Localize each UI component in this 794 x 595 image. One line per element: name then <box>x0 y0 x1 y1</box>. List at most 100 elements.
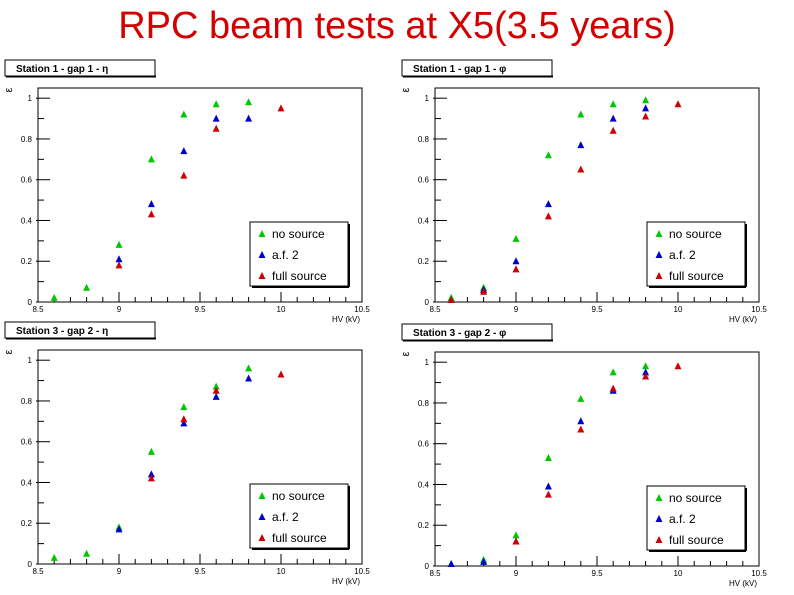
x-tick-label: 8.5 <box>32 305 44 314</box>
y-axis-label: ε <box>400 87 412 92</box>
x-tick-label: 10 <box>277 305 286 314</box>
data-point-no-source <box>180 403 188 411</box>
x-tick-label: 8.5 <box>429 569 441 578</box>
legend-label: no source <box>669 491 722 505</box>
y-tick-label: 0.6 <box>21 438 33 447</box>
legend-marker <box>258 272 266 279</box>
legend-marker <box>655 272 663 279</box>
legend-label: no source <box>272 227 325 241</box>
x-axis-label: HV (kV) <box>332 315 360 324</box>
x-axis-label: HV (kV) <box>729 579 757 588</box>
data-point-full-source <box>447 295 455 303</box>
data-point-full-source <box>642 372 650 380</box>
data-point-no-source <box>212 382 220 390</box>
data-point-no-source <box>212 100 220 108</box>
data-point-full-source <box>577 165 585 173</box>
legend-label: a.f. 2 <box>669 248 696 262</box>
plot-station1-gap1-phi: Station 1 - gap 1 - φ ε 0 0.2 0.4 0.6 0.8 1 8.5 9… <box>400 59 767 324</box>
y-tick-label: 0.6 <box>418 176 430 185</box>
legend-marker <box>258 230 266 237</box>
data-point-no-source <box>544 453 552 461</box>
x-tick-label: 10.5 <box>751 569 767 578</box>
y-tick-label: 0.2 <box>21 519 33 528</box>
x-tick-label: 9 <box>117 567 122 576</box>
x-tick-label: 9 <box>514 569 519 578</box>
y-tick-label: 0.8 <box>418 399 430 408</box>
y-tick-label: 0.4 <box>418 216 430 225</box>
data-point-no-source <box>83 549 91 557</box>
x-tick-label: 10 <box>277 567 286 576</box>
data-point-no-source <box>115 240 123 248</box>
x-tick-label: 9 <box>117 305 122 314</box>
x-tick-label: 10 <box>674 305 683 314</box>
y-axis-label: ε <box>3 349 15 354</box>
data-point-no-source <box>642 362 650 370</box>
data-point-full-source <box>147 474 155 482</box>
data-point-full-source <box>212 124 220 132</box>
slide-title: RPC beam tests at X5(3.5 years) <box>118 5 676 47</box>
data-point-full-source <box>480 287 488 295</box>
data-point-full-source <box>277 104 285 112</box>
y-tick-label: 0.8 <box>21 397 33 406</box>
data-point-no-source <box>147 155 155 163</box>
y-tick-label: 1 <box>425 358 430 367</box>
data-point-a-f-2 <box>609 114 617 122</box>
data-point-a-f-2 <box>642 104 650 112</box>
data-point-full-source <box>512 537 520 545</box>
data-point-a-f-2 <box>577 141 585 149</box>
data-point-no-source <box>577 110 585 118</box>
data-point-full-source <box>180 171 188 179</box>
data-point-full-source <box>212 386 220 394</box>
x-tick-label: 9.5 <box>591 305 603 314</box>
data-point-a-f-2 <box>544 200 552 208</box>
legend-label: full source <box>669 533 724 547</box>
x-tick-label: 9.5 <box>194 567 206 576</box>
data-point-a-f-2 <box>245 374 253 382</box>
legend-label: no source <box>272 489 325 503</box>
data-point-no-source <box>245 98 253 106</box>
y-axis-label: ε <box>3 87 15 92</box>
data-point-a-f-2 <box>147 470 155 478</box>
y-tick-label: 0.2 <box>418 521 430 530</box>
x-tick-label: 9 <box>514 305 519 314</box>
data-point-full-source <box>674 100 682 108</box>
data-point-a-f-2 <box>212 114 220 122</box>
x-tick-label: 10.5 <box>751 305 767 314</box>
y-tick-label: 0 <box>425 298 430 307</box>
data-point-a-f-2 <box>245 114 253 122</box>
data-point-a-f-2 <box>180 419 188 427</box>
legend-label: full source <box>669 269 724 283</box>
data-point-a-f-2 <box>642 368 650 376</box>
legend-label: full source <box>272 531 327 545</box>
legend-label: a.f. 2 <box>272 248 299 262</box>
data-point-a-f-2 <box>480 557 488 565</box>
data-point-full-source <box>115 261 123 269</box>
data-point-no-source <box>609 100 617 108</box>
data-point-no-source <box>609 368 617 376</box>
y-tick-label: 0.8 <box>21 135 33 144</box>
data-point-a-f-2 <box>147 200 155 208</box>
data-point-full-source <box>180 415 188 423</box>
x-tick-label: 9.5 <box>194 305 206 314</box>
data-point-no-source <box>577 394 585 402</box>
y-tick-label: 0 <box>28 560 33 569</box>
data-point-no-source <box>512 531 520 539</box>
data-point-no-source <box>642 96 650 104</box>
legend-label: no source <box>669 227 722 241</box>
data-point-full-source <box>544 490 552 498</box>
x-tick-label: 8.5 <box>429 305 441 314</box>
legend-marker <box>258 513 266 520</box>
y-tick-label: 0.2 <box>418 257 430 266</box>
data-point-no-source <box>50 293 58 301</box>
plot-station3-gap2-eta: Station 3 - gap 2 - η ε 0 0.2 0.4 0.6 0.8 1 8.5 9… <box>3 321 370 586</box>
legend-marker <box>655 251 663 258</box>
legend-marker <box>655 515 663 522</box>
data-point-full-source <box>544 212 552 220</box>
y-tick-label: 0.4 <box>21 216 33 225</box>
y-tick-label: 1 <box>425 94 430 103</box>
data-point-no-source <box>83 283 91 291</box>
data-point-a-f-2 <box>212 392 220 400</box>
x-tick-label: 10.5 <box>354 567 370 576</box>
legend-marker <box>258 534 266 541</box>
data-point-no-source <box>50 553 58 561</box>
